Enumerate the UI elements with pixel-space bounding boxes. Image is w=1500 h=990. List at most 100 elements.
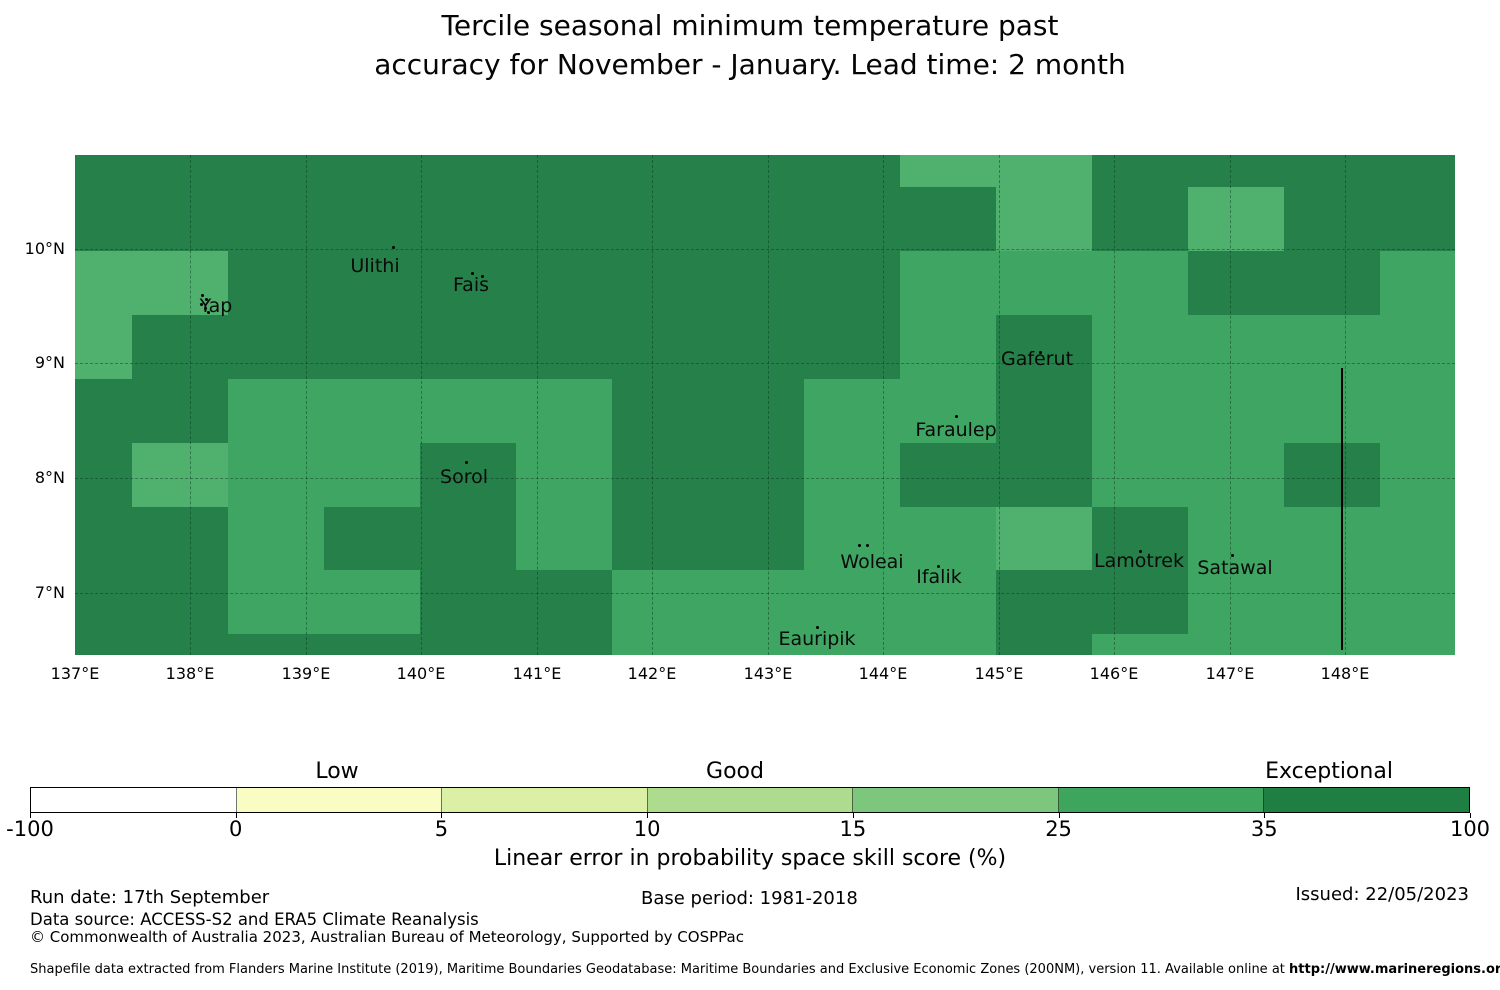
eez-boundary-line [1341,368,1343,650]
colorbar-tickmark [1058,813,1060,818]
map-cell [708,251,804,315]
island-marker-icon [201,294,204,297]
map-cell [132,155,228,187]
island-marker-icon [207,311,210,314]
map-cell [708,155,804,187]
shapefile-attribution: Shapefile data extracted from Flanders M… [30,962,1500,977]
map-cell [75,251,132,315]
issued-date-text: Issued: 22/05/2023 [1295,884,1469,905]
shapefile-attribution-url: http://www.marineregions.org/. [1289,962,1500,977]
map-cell [420,251,516,315]
island-label-sorol: Sorol [440,466,488,488]
map-cell [900,443,996,507]
colorbar-tick-label: 0 [229,817,243,841]
map-cell [1380,443,1455,507]
colorbar-tickmark [235,813,237,818]
island-label-satawal: Satawal [1197,557,1273,579]
map-cell [324,443,420,507]
chart-title: Tercile seasonal minimum temperature pas… [0,6,1500,84]
map-cell [132,634,228,655]
map-cell [324,187,420,251]
map-cell [132,443,228,507]
map-cell [75,315,132,379]
map-cell [804,379,900,443]
longitude-gridline [1230,155,1231,655]
map-cell [996,379,1092,443]
island-marker-icon [937,565,940,568]
map-cell [708,187,804,251]
island-marker-icon [1139,550,1142,553]
map-cell [75,570,132,634]
map-cell [75,155,132,187]
colorbar-tickmark [1264,813,1266,818]
map-cell [1380,379,1455,443]
x-tick-label: 147°E [1205,664,1255,683]
island-marker-icon [205,298,208,301]
map-cell [516,570,612,634]
longitude-gridline [537,155,538,655]
colorbar-section-label-exceptional: Exceptional [1265,759,1393,784]
map-cell [708,507,804,570]
map-cell [1188,507,1284,570]
map-cell [516,507,612,570]
longitude-gridline [421,155,422,655]
map-cell [516,315,612,379]
shapefile-attribution-text: Shapefile data extracted from Flanders M… [30,962,1290,977]
map-cell [612,443,708,507]
x-tick-label: 141°E [512,664,562,683]
map-cell [804,507,900,570]
map-cell [228,507,324,570]
map-cell [132,570,228,634]
map-cell [996,634,1092,655]
map-cell [1092,570,1188,634]
longitude-gridline [1345,155,1346,655]
map-cell [804,251,900,315]
map-cell [75,507,132,570]
copyright-text: © Commonwealth of Australia 2023, Austra… [30,928,744,946]
island-marker-icon [816,626,819,629]
colorbar-tick-label: 35 [1250,817,1278,841]
map-cell [324,570,420,634]
latitude-gridline [75,249,1455,250]
map-cell [804,187,900,251]
x-tick-label: 145°E [974,664,1024,683]
x-tick-label: 137°E [50,664,100,683]
map-cell [132,251,228,315]
longitude-gridline [306,155,307,655]
x-tick-label: 144°E [858,664,908,683]
colorbar-tick-label: -100 [6,817,54,841]
map-cell [900,634,996,655]
map-cell [1284,634,1380,655]
longitude-gridline [190,155,191,655]
map-cell [1188,155,1284,187]
map-cell [420,507,516,570]
map-cell [516,187,612,251]
map-cell [1188,634,1284,655]
map-cell [612,507,708,570]
data-source-text: Data source: ACCESS-S2 and ERA5 Climate … [30,910,479,929]
map-cell [420,315,516,379]
island-marker-icon [481,275,484,278]
map-cell [1284,155,1380,187]
map-cell [612,251,708,315]
x-tick-label: 142°E [627,664,677,683]
chart-title-line2: accuracy for November - January. Lead ti… [374,48,1126,81]
map-cell [132,379,228,443]
colorbar-segment [647,788,854,812]
map-cell [612,155,708,187]
map-cell [996,315,1092,379]
map-cell [804,315,900,379]
map-cell [324,315,420,379]
map-cell [1188,570,1284,634]
map-cell [420,443,516,507]
longitude-gridline [1114,155,1115,655]
map-cell [1284,187,1380,251]
map-cell [1188,187,1284,251]
map-cell [1188,251,1284,315]
colorbar-tick-label: 5 [434,817,449,841]
map-cell [900,187,996,251]
map-cell [612,187,708,251]
island-marker-icon [204,307,207,310]
colorbar-tick-label: 100 [1449,817,1491,841]
map-cell [708,315,804,379]
